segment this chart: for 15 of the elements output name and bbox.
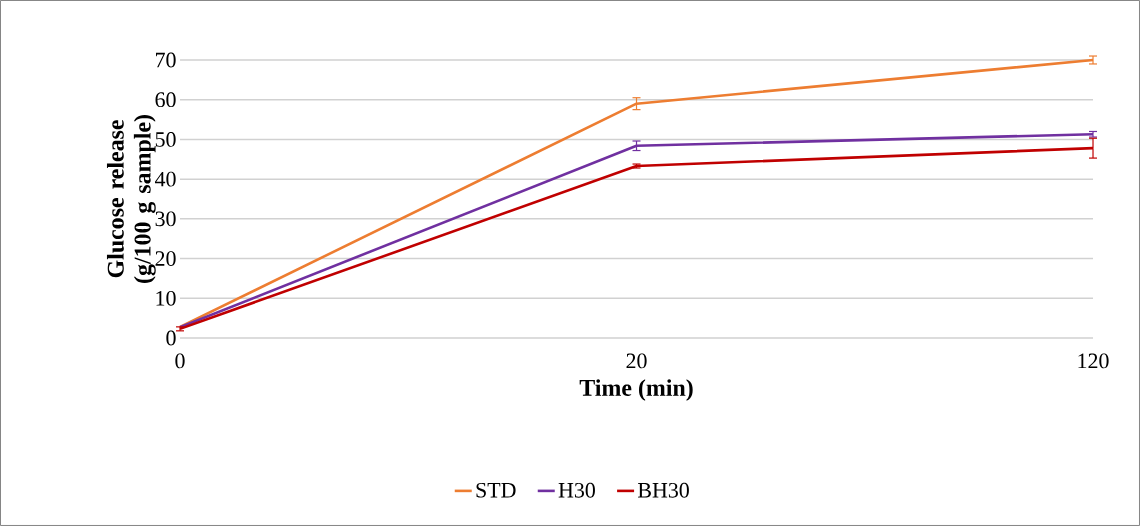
y-tick-label: 20	[155, 251, 176, 266]
legend-label: H30	[558, 482, 595, 498]
legend-label: BH30	[638, 482, 689, 498]
y-tick-label: 10	[156, 290, 176, 306]
y-tick-label: 60	[155, 92, 176, 108]
x-tick-label: 20	[626, 353, 647, 369]
x-axis-title: Time (min)	[579, 379, 693, 401]
legend-label: STD	[476, 482, 516, 498]
y-tick-label: 50	[155, 132, 176, 147]
x-tick-label: 120	[1078, 353, 1109, 369]
y-tick-label: 0	[166, 330, 176, 346]
y-tick-label: 70	[156, 52, 176, 68]
y-tick-label: 40	[155, 171, 176, 187]
y-tick-label: 30	[155, 211, 176, 227]
y-axis-title: Glucose release (g/100 g sample)	[106, 115, 156, 283]
